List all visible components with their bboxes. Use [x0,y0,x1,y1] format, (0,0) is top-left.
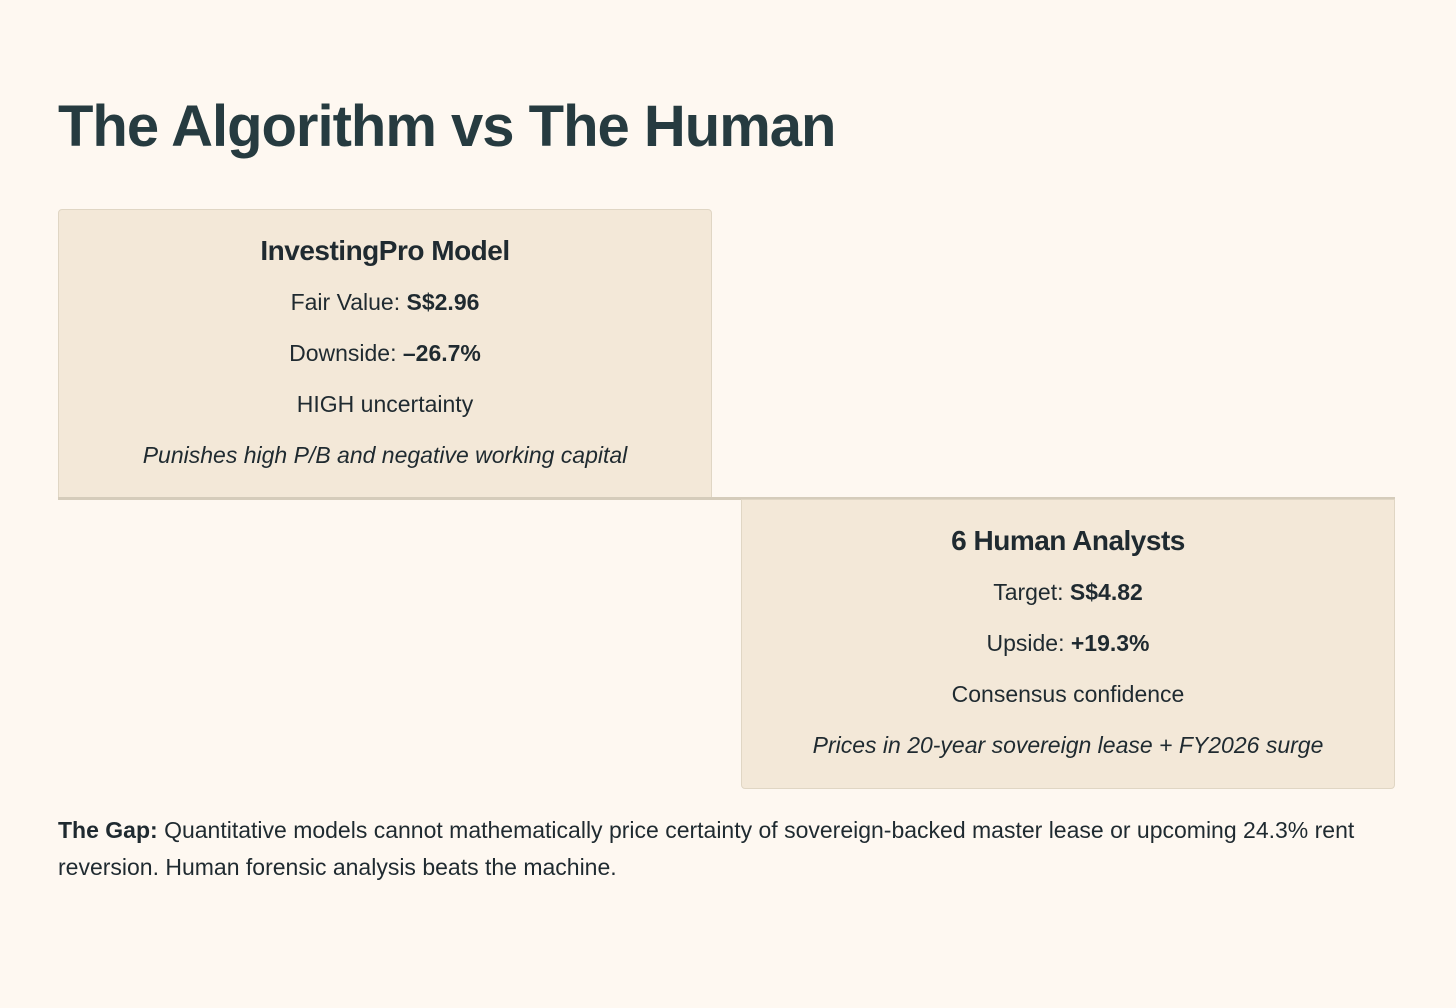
upside-value: +19.3% [1070,630,1150,656]
page-title: The Algorithm vs The Human [58,94,836,159]
human-card: 6 Human Analysts Target: S$4.82 Upside: … [741,499,1395,789]
algorithm-note: Punishes high P/B and negative working c… [142,442,628,468]
fair-value-line: Fair Value: S$2.96 [59,287,711,317]
uncertainty-text: HIGH uncertainty [296,391,474,417]
human-card-heading: 6 Human Analysts [951,525,1185,556]
algorithm-card-heading: InvestingPro Model [260,235,510,266]
upside-line: Upside: +19.3% [742,628,1394,658]
gap-label: The Gap: [58,817,158,843]
target-line: Target: S$4.82 [742,577,1394,607]
target-label: Target: [993,579,1064,605]
fair-value-label: Fair Value: [290,289,401,315]
downside-value: –26.7% [402,340,481,366]
algorithm-card: InvestingPro Model Fair Value: S$2.96 Do… [58,209,712,499]
upside-label: Upside: [986,630,1065,656]
confidence-text: Consensus confidence [951,681,1185,707]
human-note: Prices in 20-year sovereign lease + FY20… [812,732,1324,758]
gap-text: Quantitative models cannot mathematicall… [58,817,1355,880]
target-value: S$4.82 [1069,579,1143,605]
fair-value: S$2.96 [406,289,480,315]
divider [58,497,1395,500]
downside-line: Downside: –26.7% [59,338,711,368]
gap-note: The Gap: Quantitative models cannot math… [58,812,1398,886]
downside-label: Downside: [289,340,397,366]
